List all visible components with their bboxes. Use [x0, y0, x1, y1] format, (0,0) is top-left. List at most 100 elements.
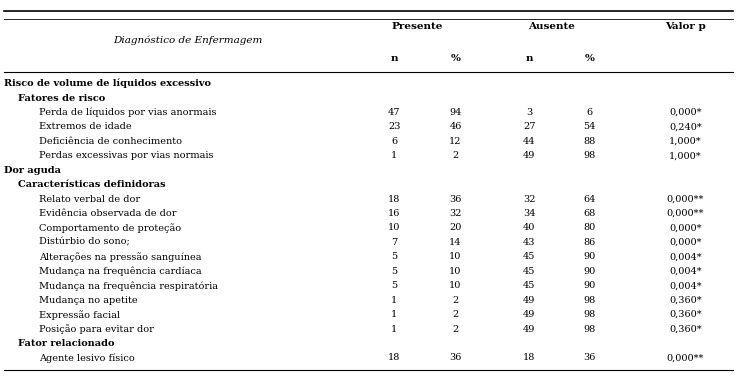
Text: 0,000**: 0,000** — [667, 195, 704, 204]
Text: 0,240*: 0,240* — [669, 122, 702, 131]
Text: 5: 5 — [391, 252, 397, 261]
Text: 0,360*: 0,360* — [669, 325, 702, 334]
Text: 32: 32 — [450, 209, 461, 218]
Text: 0,360*: 0,360* — [669, 310, 702, 319]
Text: 98: 98 — [584, 296, 595, 305]
Text: 6: 6 — [587, 108, 593, 117]
Text: 90: 90 — [584, 281, 595, 290]
Text: 0,000**: 0,000** — [667, 353, 704, 363]
Text: 0,000*: 0,000* — [669, 108, 702, 117]
Text: 36: 36 — [450, 353, 461, 363]
Text: 0,004*: 0,004* — [669, 281, 702, 290]
Text: 43: 43 — [523, 238, 535, 247]
Text: 68: 68 — [584, 209, 595, 218]
Text: 23: 23 — [388, 122, 400, 131]
Text: 1: 1 — [391, 296, 397, 305]
Text: 49: 49 — [523, 310, 535, 319]
Text: Valor p: Valor p — [665, 22, 706, 31]
Text: 0,000*: 0,000* — [669, 223, 702, 233]
Text: Evidência observada de dor: Evidência observada de dor — [39, 209, 177, 218]
Text: 2: 2 — [453, 325, 458, 334]
Text: %: % — [584, 54, 595, 63]
Text: Diagnóstico de Enfermagem: Diagnóstico de Enfermagem — [113, 35, 262, 44]
Text: 1: 1 — [391, 151, 397, 160]
Text: 5: 5 — [391, 267, 397, 276]
Text: 98: 98 — [584, 310, 595, 319]
Text: 45: 45 — [523, 281, 535, 290]
Text: 1,000*: 1,000* — [669, 151, 702, 160]
Text: 14: 14 — [450, 238, 461, 247]
Text: 18: 18 — [388, 353, 400, 363]
Text: 90: 90 — [584, 252, 595, 261]
Text: 54: 54 — [584, 122, 595, 131]
Text: 98: 98 — [584, 151, 595, 160]
Text: 46: 46 — [450, 122, 461, 131]
Text: 36: 36 — [450, 195, 461, 204]
Text: 10: 10 — [388, 223, 400, 233]
Text: 44: 44 — [523, 137, 535, 146]
Text: Mudança no apetite: Mudança no apetite — [39, 296, 138, 305]
Text: 80: 80 — [584, 223, 595, 233]
Text: n: n — [525, 54, 533, 63]
Text: 16: 16 — [388, 209, 400, 218]
Text: 0,000**: 0,000** — [667, 209, 704, 218]
Text: Perda de líquidos por vias anormais: Perda de líquidos por vias anormais — [39, 108, 217, 117]
Text: Risco de volume de líquidos excessivo: Risco de volume de líquidos excessivo — [4, 79, 211, 88]
Text: 49: 49 — [523, 296, 535, 305]
Text: 94: 94 — [450, 108, 461, 117]
Text: 49: 49 — [523, 325, 535, 334]
Text: 12: 12 — [450, 137, 461, 146]
Text: %: % — [450, 54, 461, 63]
Text: 1,000*: 1,000* — [669, 137, 702, 146]
Text: 49: 49 — [523, 151, 535, 160]
Text: 18: 18 — [388, 195, 400, 204]
Text: 45: 45 — [523, 267, 535, 276]
Text: Perdas excessivas por vias normais: Perdas excessivas por vias normais — [39, 151, 214, 160]
Text: n: n — [391, 54, 398, 63]
Text: Deficiência de conhecimento: Deficiência de conhecimento — [39, 137, 182, 146]
Text: 10: 10 — [450, 281, 461, 290]
Text: 1: 1 — [391, 310, 397, 319]
Text: 45: 45 — [523, 252, 535, 261]
Text: 36: 36 — [584, 353, 595, 363]
Text: 86: 86 — [584, 238, 595, 247]
Text: Agente lesivo físico: Agente lesivo físico — [39, 353, 135, 363]
Text: 88: 88 — [584, 137, 595, 146]
Text: 2: 2 — [453, 296, 458, 305]
Text: 27: 27 — [523, 122, 535, 131]
Text: 18: 18 — [523, 353, 535, 363]
Text: Fator relacionado: Fator relacionado — [18, 339, 115, 348]
Text: 98: 98 — [584, 325, 595, 334]
Text: 5: 5 — [391, 281, 397, 290]
Text: 20: 20 — [450, 223, 461, 233]
Text: Comportamento de proteção: Comportamento de proteção — [39, 223, 181, 233]
Text: 3: 3 — [526, 108, 532, 117]
Text: 32: 32 — [523, 195, 535, 204]
Text: 7: 7 — [391, 238, 397, 247]
Text: 34: 34 — [523, 209, 535, 218]
Text: Dor aguda: Dor aguda — [4, 166, 60, 175]
Text: 1: 1 — [391, 325, 397, 334]
Text: 6: 6 — [391, 137, 397, 146]
Text: 0,360*: 0,360* — [669, 296, 702, 305]
Text: Mudança na frequência cardíaca: Mudança na frequência cardíaca — [39, 267, 202, 276]
Text: 10: 10 — [450, 267, 461, 276]
Text: 0,004*: 0,004* — [669, 252, 702, 261]
Text: 10: 10 — [450, 252, 461, 261]
Text: Distúrbio do sono;: Distúrbio do sono; — [39, 238, 130, 247]
Text: 0,000*: 0,000* — [669, 238, 702, 247]
Text: 64: 64 — [584, 195, 595, 204]
Text: Ausente: Ausente — [528, 22, 576, 31]
Text: Presente: Presente — [392, 22, 443, 31]
Text: Fatores de risco: Fatores de risco — [18, 93, 105, 103]
Text: 90: 90 — [584, 267, 595, 276]
Text: 2: 2 — [453, 310, 458, 319]
Text: Mudança na frequência respiratória: Mudança na frequência respiratória — [39, 281, 218, 290]
Text: Alterações na pressão sanguínea: Alterações na pressão sanguínea — [39, 252, 201, 262]
Text: Posição para evitar dor: Posição para evitar dor — [39, 324, 154, 334]
Text: Relato verbal de dor: Relato verbal de dor — [39, 195, 140, 204]
Text: 47: 47 — [388, 108, 400, 117]
Text: Expressão facial: Expressão facial — [39, 310, 120, 320]
Text: 2: 2 — [453, 151, 458, 160]
Text: 40: 40 — [523, 223, 535, 233]
